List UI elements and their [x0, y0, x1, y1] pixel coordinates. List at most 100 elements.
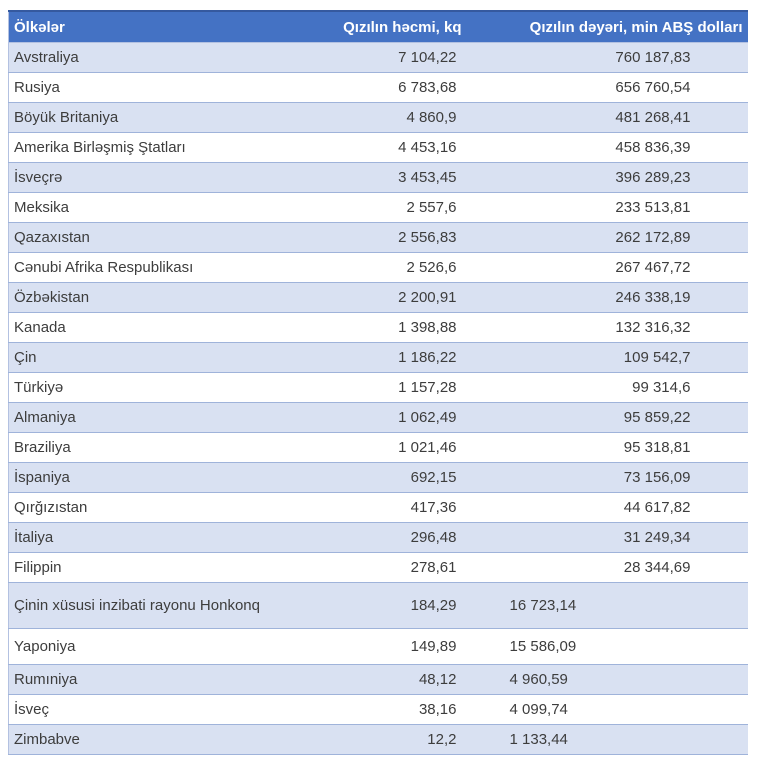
volume-cell: 6 783,68 [398, 79, 457, 96]
volume-cell: 2 557,6 [406, 199, 457, 216]
value-cell: 246 338,19 [615, 289, 691, 306]
table-row: Zimbabve 12,2 1 133,44 [8, 724, 748, 755]
value-cell: 4 099,74 [509, 701, 568, 718]
column-header-countries: Ölkələr [8, 10, 341, 43]
header-row: Ölkələr Qızılın həcmi, kq Qızılın dəyəri… [8, 10, 748, 43]
country-cell: Zimbabve [14, 731, 80, 748]
table-row: Braziliya 1 021,46 95 318,81 [8, 432, 748, 463]
table-row: Amerika Birləşmiş Ştatları 4 453,16 458 83… [8, 132, 748, 163]
volume-cell: 417,36 [410, 499, 457, 516]
country-cell: İsveç [14, 701, 50, 718]
table-row: Çin 1 186,22 109 542,7 [8, 342, 748, 373]
volume-cell: 1 021,46 [398, 439, 457, 456]
gold-holdings-table: Ölkələr Qızılın həcmi, kq Qızılın dəyəri… [8, 10, 748, 755]
volume-cell: 4 860,9 [406, 109, 457, 126]
volume-cell: 296,48 [410, 529, 457, 546]
table-row: Böyük Britaniya 4 860,9 481 268,41 [8, 102, 748, 133]
country-cell: Rusiya [14, 79, 60, 96]
value-cell: 1 133,44 [509, 731, 568, 748]
gold-holdings-table-container: Ölkələr Qızılın həcmi, kq Qızılın dəyəri… [8, 10, 748, 755]
value-cell: 267 467,72 [615, 259, 691, 276]
value-cell: 44 617,82 [623, 499, 691, 516]
value-cell: 28 344,69 [623, 559, 691, 576]
value-cell: 481 268,41 [615, 109, 691, 126]
volume-cell: 12,2 [427, 731, 457, 748]
volume-cell: 3 453,45 [398, 169, 457, 186]
table-row: Çinin xüsusi inzibati rayonu Honkonq 184,… [8, 582, 748, 629]
country-cell: Filippin [14, 559, 62, 576]
value-cell: 262 172,89 [615, 229, 691, 246]
volume-cell: 7 104,22 [398, 49, 457, 66]
volume-cell: 692,15 [410, 469, 457, 486]
column-header-gold-volume: Qızılın həcmi, kq [340, 10, 467, 43]
value-cell: 656 760,54 [615, 79, 691, 96]
country-cell: Almaniya [14, 409, 76, 426]
volume-cell: 2 526,6 [406, 259, 457, 276]
table-row: Qırğızıstan 417,36 44 617,82 [8, 492, 748, 523]
table-row: Türkiyə 1 157,28 99 314,6 [8, 372, 748, 403]
country-cell: İspaniya [14, 469, 70, 486]
country-cell: İsveçrə [14, 169, 63, 186]
table-row: Avstraliya 7 104,22 760 187,83 [8, 42, 748, 73]
volume-cell: 1 062,49 [398, 409, 457, 426]
value-cell: 458 836,39 [615, 139, 691, 156]
table-row: İsveçrə 3 453,45 396 289,23 [8, 162, 748, 193]
table-row: Almaniya 1 062,49 95 859,22 [8, 402, 748, 433]
table-row: Yaponiya 149,89 15 586,09 [8, 628, 748, 665]
country-cell: Çinin xüsusi inzibati rayonu Honkonq [14, 597, 260, 614]
volume-cell: 2 200,91 [398, 289, 457, 306]
table-header: Ölkələr Qızılın həcmi, kq Qızılın dəyəri… [8, 10, 748, 43]
volume-cell: 38,16 [418, 701, 457, 718]
value-cell: 99 314,6 [632, 379, 691, 396]
value-cell: 95 318,81 [623, 439, 691, 456]
country-cell: Kanada [14, 319, 66, 336]
volume-cell: 4 453,16 [398, 139, 457, 156]
country-cell: Cənubi Afrika Respublikası [14, 259, 194, 276]
country-cell: Meksika [14, 199, 70, 216]
table-row: İsveç 38,16 4 099,74 [8, 694, 748, 725]
country-cell: İtaliya [14, 529, 54, 546]
table-row: Rusiya 6 783,68 656 760,54 [8, 72, 748, 103]
table-row: İtaliya 296,48 31 249,34 [8, 522, 748, 553]
value-cell: 132 316,32 [615, 319, 691, 336]
country-cell: Türkiyə [14, 379, 64, 396]
country-cell: Qırğızıstan [14, 499, 88, 516]
volume-cell: 278,61 [410, 559, 457, 576]
table-row: İspaniya 692,15 73 156,09 [8, 462, 748, 493]
country-cell: Böyük Britaniya [14, 109, 119, 126]
country-cell: Yaponiya [14, 638, 76, 655]
value-cell: 73 156,09 [623, 469, 691, 486]
gold-table-body: Avstraliya 7 104,22 760 187,83 Rusiya 6 783,… [8, 42, 748, 755]
country-cell: Qazaxıstan [14, 229, 90, 246]
volume-cell: 1 186,22 [398, 349, 457, 366]
table-row: Qazaxıstan 2 556,83 262 172,89 [8, 222, 748, 253]
table-row: Meksika 2 557,6 233 513,81 [8, 192, 748, 223]
value-cell: 4 960,59 [509, 671, 568, 688]
table-row: Kanada 1 398,88 132 316,32 [8, 312, 748, 343]
value-cell: 760 187,83 [615, 49, 691, 66]
volume-cell: 149,89 [410, 638, 457, 655]
country-cell: Özbəkistan [14, 289, 90, 306]
table-row: Özbəkistan 2 200,91 246 338,19 [8, 282, 748, 313]
country-cell: Braziliya [14, 439, 71, 456]
value-cell: 95 859,22 [623, 409, 691, 426]
table-row: Rumıniya 48,12 4 960,59 [8, 664, 748, 695]
country-cell: Rumıniya [14, 671, 78, 688]
volume-cell: 2 556,83 [398, 229, 457, 246]
volume-cell: 184,29 [410, 597, 457, 614]
value-cell: 109 542,7 [623, 349, 691, 366]
value-cell: 31 249,34 [623, 529, 691, 546]
value-cell: 396 289,23 [615, 169, 691, 186]
volume-cell: 1 157,28 [398, 379, 457, 396]
table-row: Cənubi Afrika Respublikası 2 526,6 267 467… [8, 252, 748, 283]
value-cell: 233 513,81 [615, 199, 691, 216]
volume-cell: 48,12 [418, 671, 457, 688]
column-header-gold-value: Qızılın dəyəri, min ABŞ dolları [466, 10, 748, 43]
country-cell: Amerika Birləşmiş Ştatları [14, 139, 186, 156]
table-row: Filippin 278,61 28 344,69 [8, 552, 748, 583]
volume-cell: 1 398,88 [398, 319, 457, 336]
country-cell: Avstraliya [14, 49, 79, 66]
value-cell: 15 586,09 [509, 638, 577, 655]
value-cell: 16 723,14 [509, 597, 577, 614]
country-cell: Çin [14, 349, 37, 366]
